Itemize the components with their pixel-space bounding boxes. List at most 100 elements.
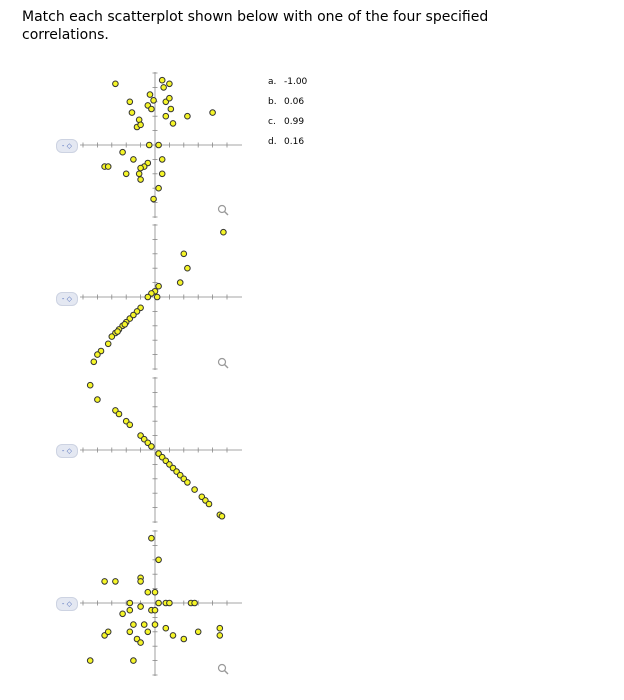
data-point [151, 621, 159, 628]
data-point [112, 80, 119, 88]
data-point [122, 170, 130, 178]
data-point [137, 164, 144, 172]
answer-selector-3[interactable]: - ◇ [56, 444, 78, 458]
data-point [209, 109, 216, 116]
data-point [162, 624, 170, 632]
answer-selector-4[interactable]: - ◇ [56, 597, 78, 611]
answer-selector-1[interactable]: - ◇ [56, 139, 78, 153]
option-b: b. 0.06 [268, 96, 307, 116]
data-point [121, 321, 129, 328]
data-point [140, 621, 148, 628]
data-point [114, 328, 121, 335]
data-point [150, 97, 157, 104]
data-point [144, 293, 152, 301]
magnifier-icon[interactable] [217, 204, 229, 216]
data-point [119, 610, 126, 618]
data-point [180, 250, 188, 258]
data-point [205, 500, 213, 508]
data-point [169, 120, 177, 127]
data-point [137, 603, 144, 610]
data-point [151, 588, 159, 596]
data-point [145, 141, 153, 149]
data-point [155, 599, 162, 607]
data-point [155, 141, 162, 149]
data-point [104, 340, 112, 348]
option-value: -1.00 [284, 77, 308, 87]
data-point [86, 657, 94, 664]
data-point [126, 599, 134, 607]
data-point [144, 588, 152, 596]
option-a: a. -1.00 [268, 76, 307, 96]
data-point [128, 109, 136, 116]
data-point [126, 628, 134, 636]
data-point [220, 228, 227, 236]
data-point [94, 396, 101, 403]
data-point [104, 163, 112, 170]
scatterplot-3-svg [80, 377, 242, 523]
data-point [155, 556, 162, 564]
data-point [146, 91, 154, 98]
data-point [160, 84, 167, 91]
data-point [144, 628, 152, 636]
data-point [216, 632, 224, 639]
answer-selector-2[interactable]: - ◇ [56, 292, 78, 306]
data-point [216, 624, 224, 632]
scatterplot-4-svg [80, 530, 242, 676]
data-point [135, 170, 143, 178]
scatterplot-3 [80, 375, 250, 525]
data-point [155, 184, 162, 192]
data-point [126, 421, 134, 429]
option-c: c. 0.99 [268, 116, 307, 136]
data-point [86, 381, 94, 389]
data-point [94, 351, 101, 358]
data-point [169, 632, 177, 639]
data-point [176, 279, 184, 286]
option-letter: c. [268, 117, 276, 127]
data-point [119, 148, 126, 156]
data-point [166, 94, 173, 102]
data-point [148, 534, 155, 542]
data-point [137, 176, 144, 183]
data-point [115, 410, 123, 418]
option-letter: a. [268, 77, 277, 87]
data-point [158, 76, 166, 84]
option-d: d. 0.16 [268, 136, 307, 156]
data-point [151, 606, 159, 614]
data-point [184, 264, 191, 272]
magnifier-icon[interactable] [217, 357, 229, 369]
data-point [162, 112, 170, 120]
data-point [90, 358, 98, 366]
data-point [158, 170, 166, 178]
data-point [104, 628, 112, 636]
data-point [166, 599, 173, 607]
data-point [101, 578, 108, 585]
data-point [191, 599, 198, 607]
data-point [148, 105, 155, 113]
data-point [126, 98, 134, 106]
data-point [218, 512, 226, 520]
option-value: 0.06 [284, 97, 305, 107]
data-point [158, 156, 166, 163]
data-point [194, 628, 202, 636]
scatterplot-2 [80, 222, 250, 372]
data-point [108, 333, 116, 340]
data-point [184, 479, 191, 486]
data-point [126, 606, 134, 614]
magnifier-icon[interactable] [217, 663, 229, 675]
correlation-options: a. -1.00 b. 0.06 c. 0.99 d. 0.16 [268, 76, 307, 156]
data-point [130, 621, 137, 628]
option-letter: d. [268, 137, 277, 147]
data-point [155, 282, 162, 290]
data-point [184, 112, 191, 120]
scatterplot-1 [80, 70, 250, 220]
option-value: 0.16 [284, 137, 305, 147]
option-value: 0.99 [284, 117, 305, 127]
data-point [167, 105, 175, 113]
data-point [150, 195, 157, 203]
option-letter: b. [268, 97, 277, 107]
scatterplot-1-svg [80, 72, 242, 218]
scatterplot-4 [80, 528, 250, 678]
data-point [130, 311, 137, 319]
data-point [137, 121, 144, 129]
data-point [137, 639, 144, 646]
